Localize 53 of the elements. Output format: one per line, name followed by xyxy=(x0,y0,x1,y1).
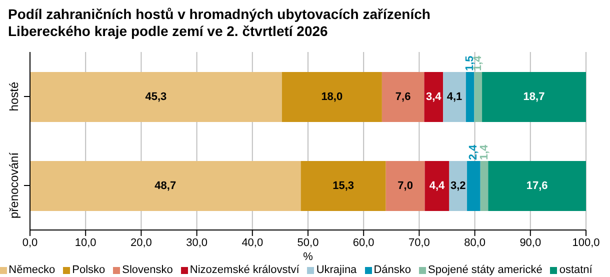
bar xyxy=(466,72,474,122)
bar xyxy=(474,72,482,122)
bar xyxy=(30,72,282,122)
legend-label: Dánsko xyxy=(372,264,411,276)
data-label: 18,7 xyxy=(523,91,545,103)
legend-label: Nizozemské království xyxy=(188,264,300,276)
data-label: 3,2 xyxy=(450,180,466,192)
data-label: 45,3 xyxy=(145,91,167,103)
bar xyxy=(424,72,444,122)
data-label: 18,0 xyxy=(321,91,343,103)
x-axis-title: % xyxy=(303,251,314,263)
x-tick-label: 40,0 xyxy=(242,236,264,249)
legend-label: Slovensko xyxy=(121,264,173,276)
x-tick-label: 60,0 xyxy=(352,236,374,249)
data-label: 1,4 xyxy=(478,144,490,160)
legend-label: Spojené státy americké xyxy=(426,264,542,276)
bar xyxy=(386,161,425,211)
bar xyxy=(30,161,301,211)
bar xyxy=(300,161,386,211)
bar xyxy=(488,161,586,211)
x-tick-label: 100,0 xyxy=(572,236,600,249)
x-tick-label: 70,0 xyxy=(408,236,430,249)
y-tick-label: hosté xyxy=(7,82,21,112)
data-label: 3,4 xyxy=(426,91,442,103)
data-label: 15,3 xyxy=(332,180,354,192)
y-tick-label: přenocování xyxy=(7,152,21,219)
bar xyxy=(382,72,424,122)
x-tick-label: 0,0 xyxy=(22,236,38,249)
x-tick-label: 80,0 xyxy=(464,236,486,249)
legend-label: Polsko xyxy=(71,264,106,276)
data-label: 7,6 xyxy=(395,91,411,103)
bar xyxy=(443,72,466,122)
bar xyxy=(480,161,488,211)
data-label: 17,6 xyxy=(526,180,548,192)
legend-label: Ukrajina xyxy=(315,264,357,276)
x-tick-label: 10,0 xyxy=(74,236,96,249)
bar xyxy=(467,161,480,211)
x-tick-label: 50,0 xyxy=(297,236,319,249)
bar xyxy=(449,161,468,211)
data-label: 7,0 xyxy=(398,180,413,192)
x-tick-label: 90,0 xyxy=(520,236,542,249)
data-label: 4,1 xyxy=(446,91,462,103)
bar xyxy=(482,72,586,122)
data-label: 2,4 xyxy=(468,144,480,160)
legend-label: Německo xyxy=(8,264,56,276)
x-tick-label: 20,0 xyxy=(130,236,152,249)
bar xyxy=(282,72,382,122)
chart-title: Podíl zahraničních hostů v hromadných ubytovacích zařízeních Libereckého kraje podle zemí ve 2. čtvrtletí 2026 xyxy=(7,5,432,40)
bar xyxy=(424,161,450,211)
legend-label: ostatní xyxy=(558,264,592,276)
x-tick-label: 30,0 xyxy=(186,236,208,249)
data-label: 4,4 xyxy=(429,180,446,192)
data-label: 48,7 xyxy=(154,180,176,192)
